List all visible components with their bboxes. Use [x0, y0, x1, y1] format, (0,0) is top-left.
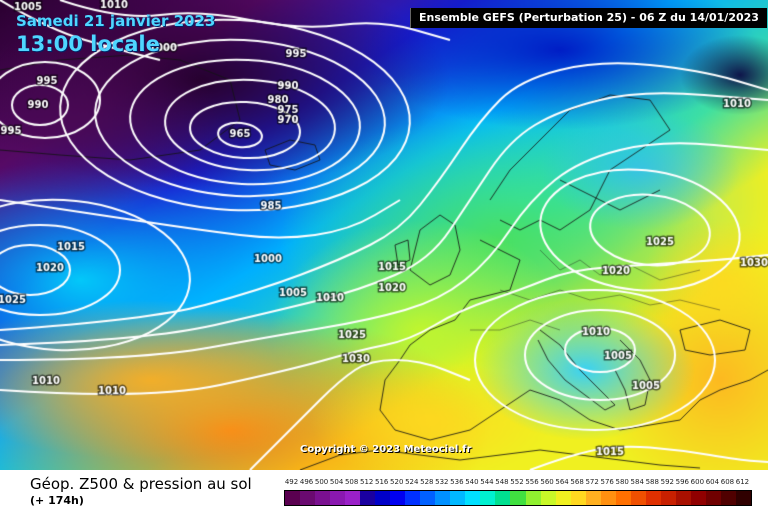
scale-tick-label: 556	[525, 478, 539, 486]
scale-swatch	[705, 491, 721, 505]
scale-swatch	[690, 491, 706, 505]
lead-time: (+ 174h)	[30, 494, 84, 507]
scale-tick-label: 524	[405, 478, 419, 486]
scale-tick-label: 584	[630, 478, 644, 486]
scale-tick-label: 576	[600, 478, 614, 486]
scale-tick-label: 500	[314, 478, 329, 486]
run-info-header: Ensemble GEFS (Perturbation 25) - 06 Z d…	[410, 8, 767, 28]
scale-tick-label: 548	[495, 478, 509, 486]
scale-swatch	[450, 491, 466, 505]
scale-swatch	[435, 491, 451, 505]
scale-tick-label: 588	[645, 478, 659, 486]
product-title: Géop. Z500 & pression au sol	[30, 475, 252, 493]
scale-tick-label: 528	[420, 478, 434, 486]
scale-swatch	[585, 491, 601, 505]
scale-swatch	[735, 491, 751, 505]
scale-tick-label: 596	[675, 478, 690, 486]
scale-tick-label: 604	[705, 478, 720, 486]
scale-swatch	[570, 491, 586, 505]
scale-tick-label: 520	[390, 478, 404, 486]
scale-tick-label: 532	[435, 478, 449, 486]
z500-scale-labels: 492 496 500 504 508 512 516 520 524 528 532 536 540 5…	[284, 478, 750, 490]
scale-tick-label: 572	[585, 478, 599, 486]
forecast-time: 13:00 locale	[16, 32, 160, 56]
scale-tick-label: 536	[450, 478, 464, 486]
scale-tick-label: 504	[329, 478, 344, 486]
scale-swatch	[540, 491, 556, 505]
scale-swatch	[720, 491, 736, 505]
scale-swatch	[615, 491, 631, 505]
scale-swatch	[315, 491, 331, 505]
forecast-date: Samedi 21 janvier 2023	[16, 12, 216, 30]
scale-swatch	[675, 491, 691, 505]
scale-tick-label: 552	[510, 478, 524, 486]
scale-swatch	[630, 491, 646, 505]
scale-swatch	[510, 491, 526, 505]
scale-tick-label: 512	[359, 478, 374, 486]
scale-tick-label: 564	[555, 478, 569, 486]
scale-swatch	[645, 491, 661, 505]
scale-tick-label: 508	[344, 478, 359, 486]
scale-tick-label: 544	[480, 478, 494, 486]
weather-map	[0, 0, 768, 470]
scale-tick-label: 568	[570, 478, 584, 486]
scale-swatch	[480, 491, 496, 505]
scale-swatch	[375, 491, 391, 505]
scale-swatch	[495, 491, 511, 505]
scale-tick-label: 600	[690, 478, 705, 486]
scale-swatch	[405, 491, 421, 505]
scale-tick-label: 560	[540, 478, 554, 486]
scale-tick-label: 580	[615, 478, 629, 486]
scale-tick-label: 592	[660, 478, 674, 486]
scale-swatch	[525, 491, 541, 505]
scale-tick-label: 540	[465, 478, 479, 486]
scale-swatch	[300, 491, 316, 505]
copyright-notice: Copyright © 2023 Meteociel.fr	[300, 444, 472, 455]
scale-swatch	[330, 491, 346, 505]
scale-swatch	[420, 491, 436, 505]
scale-swatch	[465, 491, 481, 505]
scale-swatch	[600, 491, 616, 505]
scale-tick-label: 612	[735, 478, 750, 486]
legend-panel: Géop. Z500 & pression au sol (+ 174h) 49…	[0, 470, 768, 512]
scale-swatch	[345, 491, 361, 505]
z500-color-scale	[284, 490, 752, 506]
scale-swatch	[555, 491, 571, 505]
scale-swatch	[360, 491, 376, 505]
scale-tick-label: 516	[375, 478, 389, 486]
scale-tick-label: 496	[299, 478, 314, 486]
scale-tick-label: 608	[720, 478, 735, 486]
scale-swatch	[285, 491, 301, 505]
scale-swatch	[660, 491, 676, 505]
scale-swatch	[390, 491, 406, 505]
scale-tick-label: 492	[284, 478, 299, 486]
